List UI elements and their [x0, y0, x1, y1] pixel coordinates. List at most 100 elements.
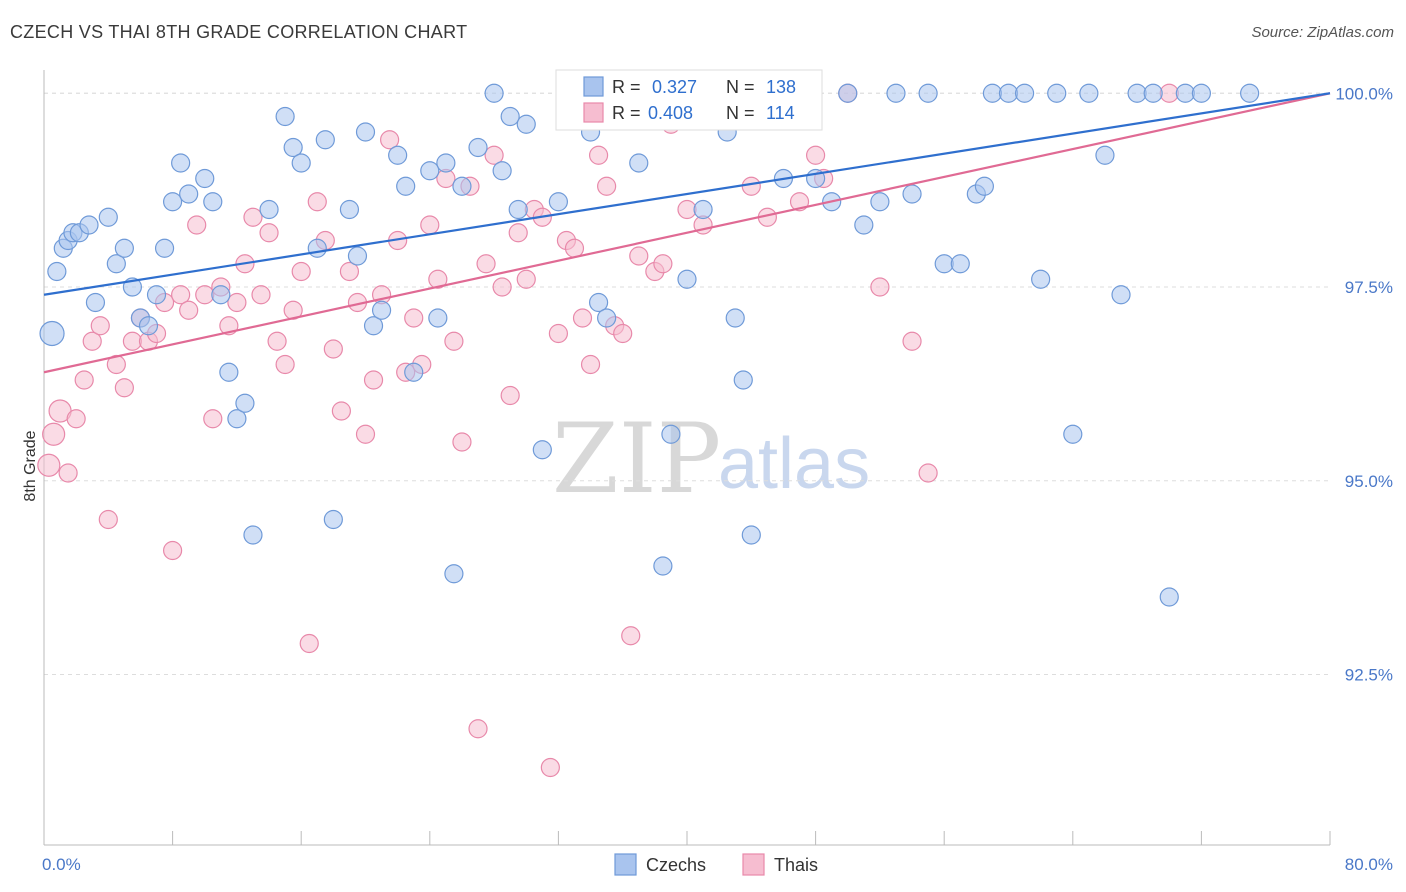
thai-point-63	[540, 757, 560, 778]
czech-point-63	[677, 269, 697, 289]
czech-point-34	[347, 246, 368, 266]
czech-point-28	[283, 137, 303, 158]
legend-bottom: Czechs Thais	[614, 853, 818, 876]
thai-point-34	[307, 192, 327, 212]
czech-point-53	[548, 192, 569, 212]
czech-point-47	[484, 83, 504, 103]
thai-point-7	[90, 316, 110, 336]
thai-r-label: R =	[612, 103, 641, 123]
czech-point-92	[1095, 145, 1115, 165]
thai-n-label: N =	[726, 103, 755, 123]
czech-point-29	[291, 153, 311, 173]
czech-point-6	[79, 215, 99, 235]
thai-point-41	[363, 370, 384, 390]
thai-point-79	[677, 199, 697, 220]
thai-point-91	[902, 331, 922, 351]
czech-point-32	[323, 509, 343, 530]
thai-point-20	[195, 285, 215, 305]
thai-point-40	[355, 424, 376, 444]
czech-point-26	[259, 199, 279, 220]
czech-point-88	[1031, 269, 1051, 289]
czech-trend-line	[43, 92, 1331, 296]
czech-point-68	[733, 370, 753, 390]
thai-point-32	[291, 261, 311, 282]
y-tick-labels: 92.5% 95.0% 97.5% 100.0%	[1335, 84, 1393, 684]
thai-point-36	[323, 339, 343, 359]
thai-point-72	[613, 323, 633, 344]
czech-point-44	[444, 564, 464, 584]
thai-point-60	[516, 269, 536, 289]
thai-point-1	[42, 422, 66, 446]
thai-point-67	[572, 308, 593, 328]
czech-point-52	[532, 440, 552, 460]
thai-point-66	[564, 238, 585, 258]
thai-point-17	[171, 285, 191, 305]
czech-point-59	[629, 153, 649, 173]
czech-point-35	[355, 122, 376, 142]
thai-point-46	[404, 308, 424, 328]
thai-point-87	[805, 145, 826, 165]
czech-point-94	[1127, 83, 1147, 103]
czech-point-81	[934, 254, 954, 274]
czech-point-13	[138, 316, 159, 336]
czech-point-50	[508, 199, 528, 220]
watermark-atlas: atlas	[718, 424, 870, 504]
czech-r-value: 0.327	[652, 77, 697, 97]
thai-point-68	[580, 354, 601, 375]
thai-point-69	[588, 145, 609, 165]
czech-point-20	[203, 192, 223, 212]
trend-lines	[43, 92, 1331, 374]
czech-point-37	[371, 300, 392, 320]
czech-point-19	[195, 168, 215, 189]
czech-point-87	[1014, 83, 1035, 103]
watermark-zip: ZIP	[552, 403, 721, 515]
czech-point-40	[404, 362, 424, 382]
thai-r-value: 0.408	[648, 103, 693, 123]
czech-point-49	[500, 106, 520, 127]
czech-r-label: R =	[612, 77, 641, 97]
czech-n-value: 138	[766, 77, 796, 97]
czech-point-36	[363, 316, 384, 336]
czech-point-24	[235, 393, 255, 413]
thai-point-93	[1159, 83, 1179, 103]
czech-point-64	[693, 199, 713, 220]
czech-point-8	[98, 207, 118, 227]
czech-point-39	[396, 176, 416, 196]
thai-point-11	[122, 331, 143, 351]
thai-point-55	[476, 254, 496, 274]
chart-title: CZECH VS THAI 8TH GRADE CORRELATION CHAR…	[10, 22, 468, 42]
thai-point-3	[58, 463, 78, 483]
thai-point-29	[267, 331, 287, 351]
czech-n-label: N =	[726, 77, 755, 97]
thai-point-27	[251, 285, 271, 305]
czech-point-10	[114, 238, 134, 258]
czech-point-90	[1063, 424, 1083, 444]
thai-point-8	[98, 509, 118, 530]
czech-point-31	[315, 130, 335, 150]
czech-point-57	[597, 308, 617, 328]
czech-point-98	[1191, 83, 1212, 103]
czech-point-15	[154, 238, 175, 258]
czech-point-96	[1159, 587, 1179, 607]
czech-point-75	[838, 83, 858, 103]
czech-point-62	[661, 424, 681, 444]
thai-point-73	[621, 626, 641, 646]
thai-n-value: 114	[766, 103, 795, 123]
czech-point-95	[1143, 83, 1163, 103]
czech-legend-swatch	[583, 76, 604, 97]
y-tick-label-1: 95.0%	[1345, 472, 1393, 491]
czech-point-9	[106, 254, 126, 274]
czech-point-21	[211, 285, 231, 305]
thai-point-64	[548, 323, 569, 344]
czech-point-43	[436, 153, 456, 173]
czech-point-86	[998, 83, 1019, 103]
czech-point-46	[468, 137, 488, 158]
thai-point-57	[492, 277, 512, 297]
czech-point-1	[47, 261, 67, 282]
thai-point-58	[500, 385, 520, 406]
thai-point-30	[275, 354, 295, 375]
czech-point-33	[339, 199, 360, 220]
y-tick-label-3: 100.0%	[1335, 84, 1393, 103]
thai-point-70	[597, 176, 617, 196]
